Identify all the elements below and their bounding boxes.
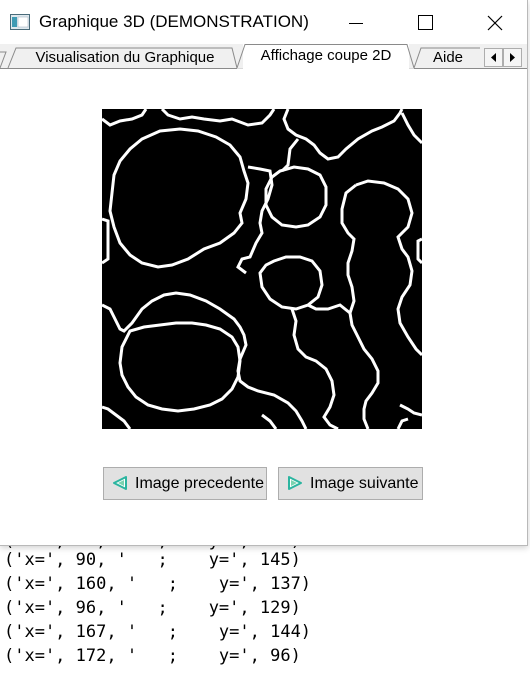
maximize-button[interactable] <box>403 0 449 45</box>
console-line: ('x=', 167, ' ; y=', 144) <box>4 622 312 642</box>
close-icon <box>487 15 503 31</box>
tab-scroll-right-button[interactable] <box>503 48 522 67</box>
minimize-icon <box>349 23 363 24</box>
triangle-right-icon <box>510 53 515 62</box>
close-button[interactable] <box>472 0 518 45</box>
console-line: ('x=', 90, ' ; y=', 145) <box>4 550 301 570</box>
triangle-left-icon <box>491 53 496 62</box>
next-image-button[interactable]: Image suivante <box>278 467 423 500</box>
window-title: Graphique 3D (DEMONSTRATION) <box>39 12 309 31</box>
tab-affichage-coupe-2d[interactable]: Affichage coupe 2D <box>243 44 409 69</box>
title-bar[interactable]: Graphique 3D (DEMONSTRATION) <box>0 0 527 45</box>
tab-scroll-left-button[interactable] <box>484 48 503 67</box>
previous-image-button[interactable]: Image precedente <box>103 467 267 500</box>
minimize-button[interactable] <box>334 0 380 45</box>
maximize-icon <box>418 15 433 30</box>
slice-image <box>102 109 422 429</box>
next-image-label: Image suivante <box>310 475 419 492</box>
console-line: ('x=', 96, ' ; y=', 129) <box>4 598 301 618</box>
previous-image-label: Image precedente <box>135 475 264 492</box>
console-line: ('x=', 172, ' ; y=', 96) <box>4 646 301 666</box>
app-window: Graphique 3D (DEMONSTRATION) Visualisati… <box>0 0 528 546</box>
tab-bar: Visualisation du Graphique Affichage cou… <box>0 44 527 69</box>
tab-aide[interactable]: Aide <box>415 48 481 68</box>
triangle-right-green-icon <box>288 476 302 490</box>
console-line: ('x=', 160, ' ; y=', 137) <box>4 574 312 594</box>
triangle-left-green-icon <box>113 476 127 490</box>
app-window-icon <box>10 14 30 30</box>
tab-visualisation[interactable]: Visualisation du Graphique <box>13 48 237 68</box>
